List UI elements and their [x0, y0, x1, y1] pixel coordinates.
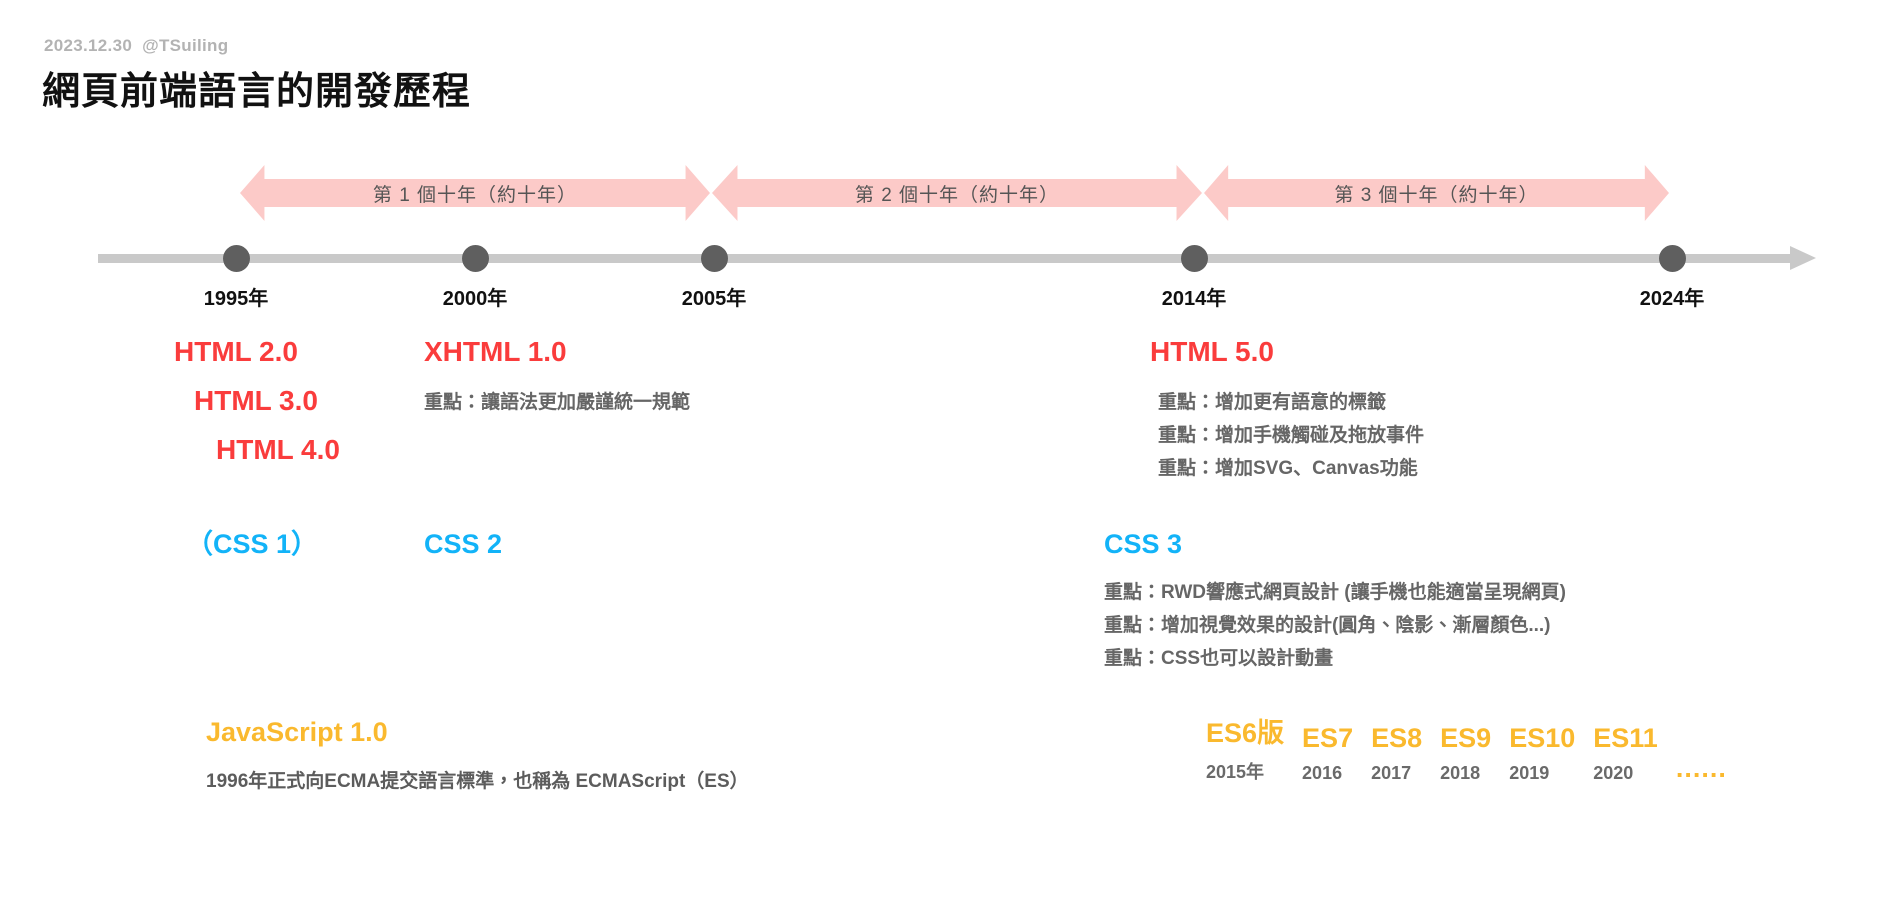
es-name: ES10: [1509, 723, 1576, 753]
html5-block: HTML 5.0 重點：增加更有語意的標籤 重點：增加手機觸碰及拖放事件 重點：…: [1150, 336, 1425, 486]
decade-arrow-3: 第 3 個十年（約十年）: [1204, 165, 1669, 221]
html5-note-1: 重點：增加更有語意的標籤: [1158, 391, 1387, 413]
es-name: ES6版: [1206, 718, 1285, 748]
decade-label: 第 3 個十年（約十年）: [1334, 184, 1539, 206]
xhtml-note-1: 重點：讓語法更加嚴謹統一規範: [424, 391, 691, 413]
css3-block: CSS 3 重點：RWD響應式網頁設計 (讓手機也能適當呈現網頁) 重點：增加視…: [1104, 529, 1566, 675]
timeline-label-2014: 2014年: [1161, 288, 1227, 310]
css1-block: （CSS 1）: [186, 529, 319, 560]
es-year: 2020: [1593, 763, 1634, 784]
es-name: ES8: [1371, 723, 1423, 753]
es-item-es7: ES7 2016: [1302, 723, 1353, 784]
es-versions-block: ES6版 2015年 ES7 2016 ES8 2017 ES9 2018 ES…: [1206, 718, 1745, 784]
css2-block: CSS 2: [424, 529, 503, 560]
javascript-block: JavaScript 1.0 1996年正式向ECMA提交語言標準，也稱為 EC…: [206, 717, 749, 793]
css3-note-3: 重點：CSS也可以設計動畫: [1104, 648, 1334, 670]
javascript-note: 1996年正式向ECMA提交語言標準，也稱為 ECMAScript（ES）: [206, 770, 749, 792]
decade-arrow-1: 第 1 個十年（約十年）: [240, 165, 710, 221]
es-continuation-label: ......: [1675, 753, 1727, 783]
es-item-es9: ES9 2018: [1440, 723, 1491, 784]
css3-note-1: 重點：RWD響應式網頁設計 (讓手機也能適當呈現網頁): [1104, 581, 1566, 603]
timeline-axis: [98, 254, 1798, 263]
css1-title: （CSS 1）: [186, 529, 319, 559]
html-early-block: HTML 2.0 HTML 3.0 HTML 4.0: [174, 336, 340, 483]
page-title: 網頁前端語言的開發歷程: [42, 71, 472, 113]
byline-date: 2023.12.30: [44, 36, 133, 55]
timeline-label-1995: 1995年: [203, 288, 269, 310]
decade-label: 第 1 個十年（約十年）: [372, 184, 578, 206]
es-version-row: ES6版 2015年 ES7 2016 ES8 2017 ES9 2018 ES…: [1206, 718, 1745, 784]
es-year: 2015年: [1206, 762, 1265, 783]
timeline-dot-2024: [1659, 245, 1686, 272]
timeline-dot-2000: [462, 245, 489, 272]
html5-title: HTML 5.0: [1150, 336, 1274, 367]
timeline-dot-2014: [1181, 245, 1208, 272]
decade-arrow-2: 第 2 個十年（約十年）: [712, 165, 1202, 221]
html5-note-2: 重點：增加手機觸碰及拖放事件: [1158, 425, 1425, 447]
timeline-label-2005: 2005年: [681, 288, 747, 310]
byline-handle: @TSuiling: [142, 36, 229, 55]
timeline-label-2000: 2000年: [442, 288, 508, 310]
es-item-es11: ES11 2020: [1593, 723, 1658, 784]
xhtml-title: XHTML 1.0: [424, 336, 567, 367]
html-4-label: HTML 4.0: [216, 433, 340, 465]
javascript-title: JavaScript 1.0: [206, 717, 388, 747]
es-year: 2017: [1371, 763, 1412, 784]
xhtml-block: XHTML 1.0 重點：讓語法更加嚴謹統一規範: [424, 336, 691, 419]
es-year: 2019: [1509, 763, 1550, 784]
es-name: ES11: [1593, 723, 1658, 753]
timeline-label-2024: 2024年: [1639, 288, 1705, 310]
timeline-arrow-head-icon: [1790, 246, 1816, 270]
es-year: 2016: [1302, 763, 1343, 784]
es-item-es6: ES6版 2015年: [1206, 718, 1284, 784]
es-item-es8: ES8 2017: [1371, 723, 1422, 784]
html-3-label: HTML 3.0: [194, 384, 318, 416]
es-year: 2018: [1440, 763, 1481, 784]
es-item-es10: ES10 2019: [1509, 723, 1575, 784]
timeline-dot-1995: [223, 245, 250, 272]
css2-title: CSS 2: [424, 529, 503, 559]
byline: 2023.12.30 @TSuiling: [44, 36, 228, 56]
css3-title: CSS 3: [1104, 529, 1183, 559]
es-name: ES9: [1440, 723, 1492, 753]
es-item-continuation: ......: [1676, 753, 1727, 784]
css3-note-2: 重點：增加視覺效果的設計(圓角、陰影、漸層顏色...): [1104, 614, 1551, 636]
es-name: ES7: [1302, 723, 1354, 753]
decade-label: 第 2 個十年（約十年）: [854, 184, 1060, 206]
html-2-label: HTML 2.0: [174, 336, 298, 367]
timeline-dot-2005: [701, 245, 728, 272]
html5-note-3: 重點：增加SVG、Canvas功能: [1158, 458, 1418, 480]
